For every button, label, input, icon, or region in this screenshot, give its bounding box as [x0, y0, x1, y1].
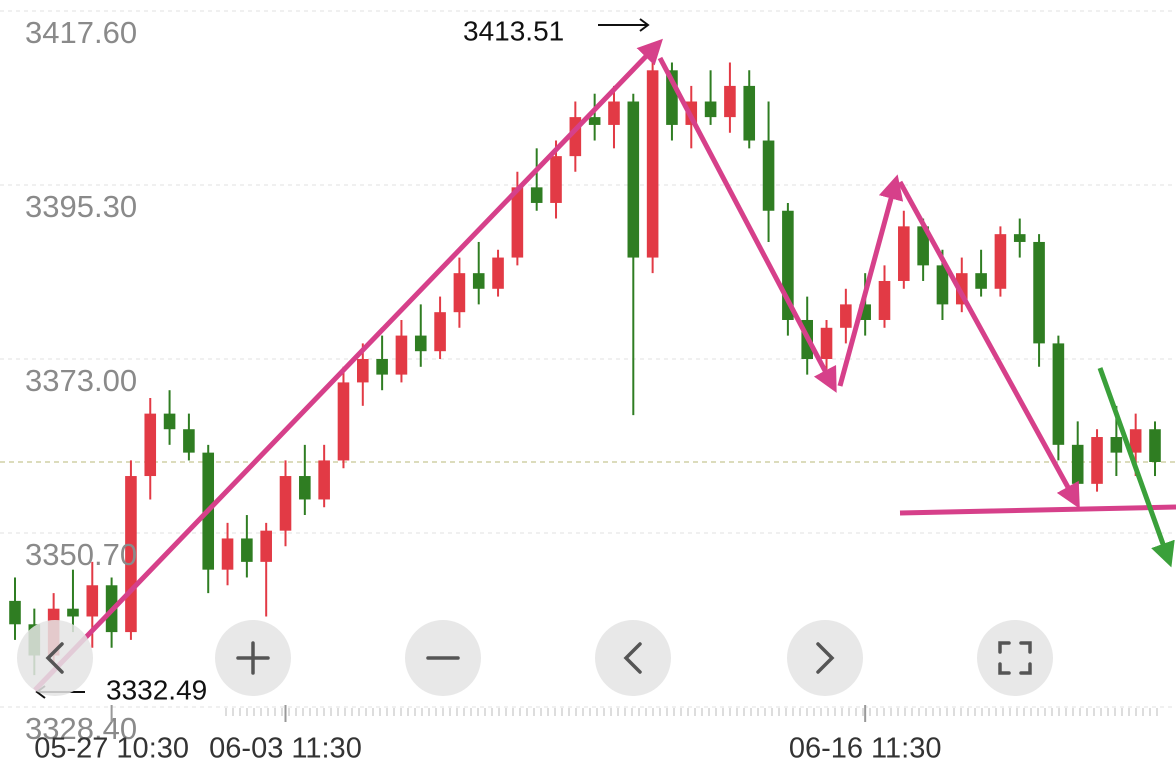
candle-body [936, 265, 949, 305]
toolbar-icons [45, 641, 1032, 675]
candle-body [1013, 234, 1026, 242]
candle-body [1129, 429, 1142, 453]
y-axis: 3417.60 3395.30 3373.00 3350.70 3328.40 [25, 15, 137, 746]
scroll-left-button[interactable] [17, 620, 93, 696]
candle-body [530, 187, 543, 203]
candle-body [878, 280, 891, 320]
candle-body [279, 476, 292, 531]
candle-body [859, 304, 871, 320]
candle-body [125, 476, 137, 633]
candle-body [840, 304, 852, 328]
candle-body [337, 382, 350, 461]
candle-body [1149, 429, 1161, 462]
candle-body [994, 234, 1007, 289]
candle-body [241, 538, 253, 562]
candle-body [434, 312, 446, 352]
low-label: 3332.49 [106, 674, 207, 705]
candle-body [492, 257, 504, 289]
candle-body [1033, 241, 1045, 344]
candle-body [955, 273, 968, 305]
arrow [598, 18, 650, 32]
y-tick-label: 3350.70 [25, 537, 137, 572]
candle-body [743, 85, 756, 141]
previous-button[interactable] [595, 620, 671, 696]
y-tick-label: 3373.00 [25, 363, 137, 398]
candle-body [67, 608, 79, 617]
fullscreen-button[interactable] [977, 620, 1053, 696]
candle-body [1110, 437, 1123, 453]
candle-body [646, 70, 659, 258]
x-tick-label: 06-16 11:30 [789, 733, 942, 765]
candle-body [163, 413, 176, 430]
trend-line [657, 56, 837, 393]
candle-body [588, 117, 601, 125]
trend-annotations [33, 38, 1176, 692]
candle-body [627, 101, 640, 258]
trend-line [33, 38, 663, 692]
candle-body [395, 335, 408, 375]
trend-line [897, 180, 1080, 509]
candle-body [1071, 444, 1084, 484]
candle-body [299, 476, 311, 500]
candle-body [357, 359, 369, 383]
candle-body [1052, 343, 1065, 445]
support-line [899, 504, 1176, 516]
candle-body [724, 85, 736, 118]
candle-body [704, 101, 717, 118]
candle-body [453, 273, 466, 313]
candle-body [1091, 437, 1103, 484]
candle-body [144, 413, 157, 477]
high-label: 3413.51 [463, 15, 564, 46]
candle-body [550, 156, 562, 203]
x-tick-label: 06-03 11:30 [209, 733, 362, 765]
candle-body [318, 460, 330, 500]
candle-body [898, 226, 910, 281]
icon [236, 641, 270, 675]
candle-body [820, 327, 833, 359]
y-tick-label: 3417.60 [25, 15, 137, 50]
candle-body [569, 117, 582, 157]
candle-body [511, 187, 524, 258]
y-tick-label: 3395.30 [25, 189, 137, 224]
next-button[interactable] [787, 620, 863, 696]
icon [45, 642, 64, 674]
candle-body [376, 359, 388, 375]
icon [816, 642, 835, 674]
candle-body [414, 335, 427, 352]
candle-body [975, 273, 987, 289]
trend-line [1097, 367, 1175, 568]
icon [623, 642, 642, 674]
candle-body [782, 210, 794, 320]
icon [998, 641, 1032, 675]
candle-body [472, 273, 485, 289]
y-tick-label: 3328.40 [25, 711, 137, 746]
candle-body [260, 530, 272, 562]
candle-body [666, 70, 678, 125]
candle-body [762, 140, 775, 211]
candle-body [608, 101, 620, 125]
trend-line [837, 174, 904, 387]
candle-body [86, 585, 99, 617]
candle-body [917, 226, 929, 266]
candle-body [183, 429, 195, 453]
grid [0, 10, 1176, 708]
x-axis: 05-27 10:30 06-03 11:30 06-16 11:30 [34, 705, 1160, 765]
candle-body [221, 538, 234, 570]
x-tick-label: 05-27 10:30 [34, 733, 189, 765]
candle-body [9, 600, 21, 625]
